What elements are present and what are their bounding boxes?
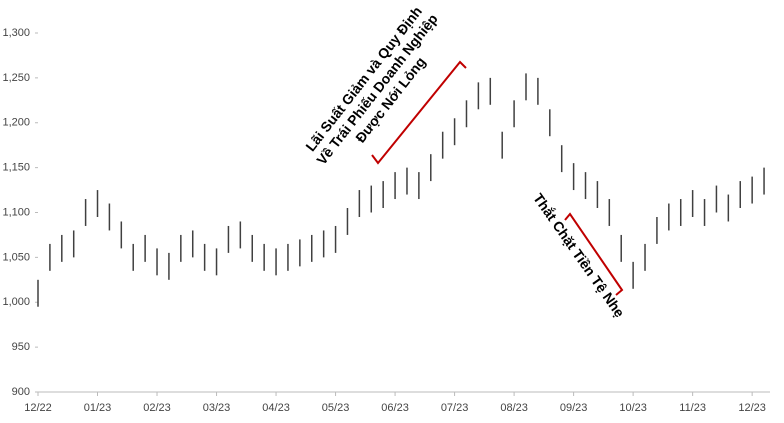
y-tick-label: 1,050 [2, 251, 30, 263]
x-tick-label: 03/23 [203, 402, 231, 414]
x-tick-label: 08/23 [500, 402, 528, 414]
y-tick-label: 950 [12, 341, 30, 353]
y-tick-label: 1,300 [2, 27, 30, 39]
x-tick-label: 09/23 [560, 402, 588, 414]
x-tick-label: 01/23 [84, 402, 112, 414]
annotation: Thắt Chặt Tiền Tệ Nhẹ [530, 190, 629, 321]
annotation: Lãi Suất Giảm và Quy Định Về Trái Phiếu … [302, 3, 441, 168]
y-tick-label: 1,250 [2, 72, 30, 84]
y-tick-label: 900 [12, 386, 30, 398]
bracket [371, 60, 467, 165]
x-tick-label: 02/23 [143, 402, 171, 414]
x-tick-label: 12/22 [24, 402, 52, 414]
x-tick-label: 12/23 [738, 402, 766, 414]
bracket [564, 212, 624, 296]
x-tick-label: 06/23 [381, 402, 409, 414]
y-tick-label: 1,200 [2, 117, 30, 129]
x-tick-label: 10/23 [619, 402, 647, 414]
x-tick-label: 07/23 [441, 402, 469, 414]
y-tick-label: 1,150 [2, 162, 30, 174]
y-tick-label: 1,000 [2, 296, 30, 308]
annotation-line: Về Trái Phiếu Doanh Nghiệp [313, 11, 441, 168]
y-tick-label: 1,100 [2, 206, 30, 218]
x-tick-label: 11/23 [679, 402, 706, 414]
x-tick-label: 04/23 [262, 402, 290, 414]
x-tick-label: 05/23 [322, 402, 350, 414]
annotation-line: Thắt Chặt Tiền Tệ Nhẹ [530, 190, 629, 321]
